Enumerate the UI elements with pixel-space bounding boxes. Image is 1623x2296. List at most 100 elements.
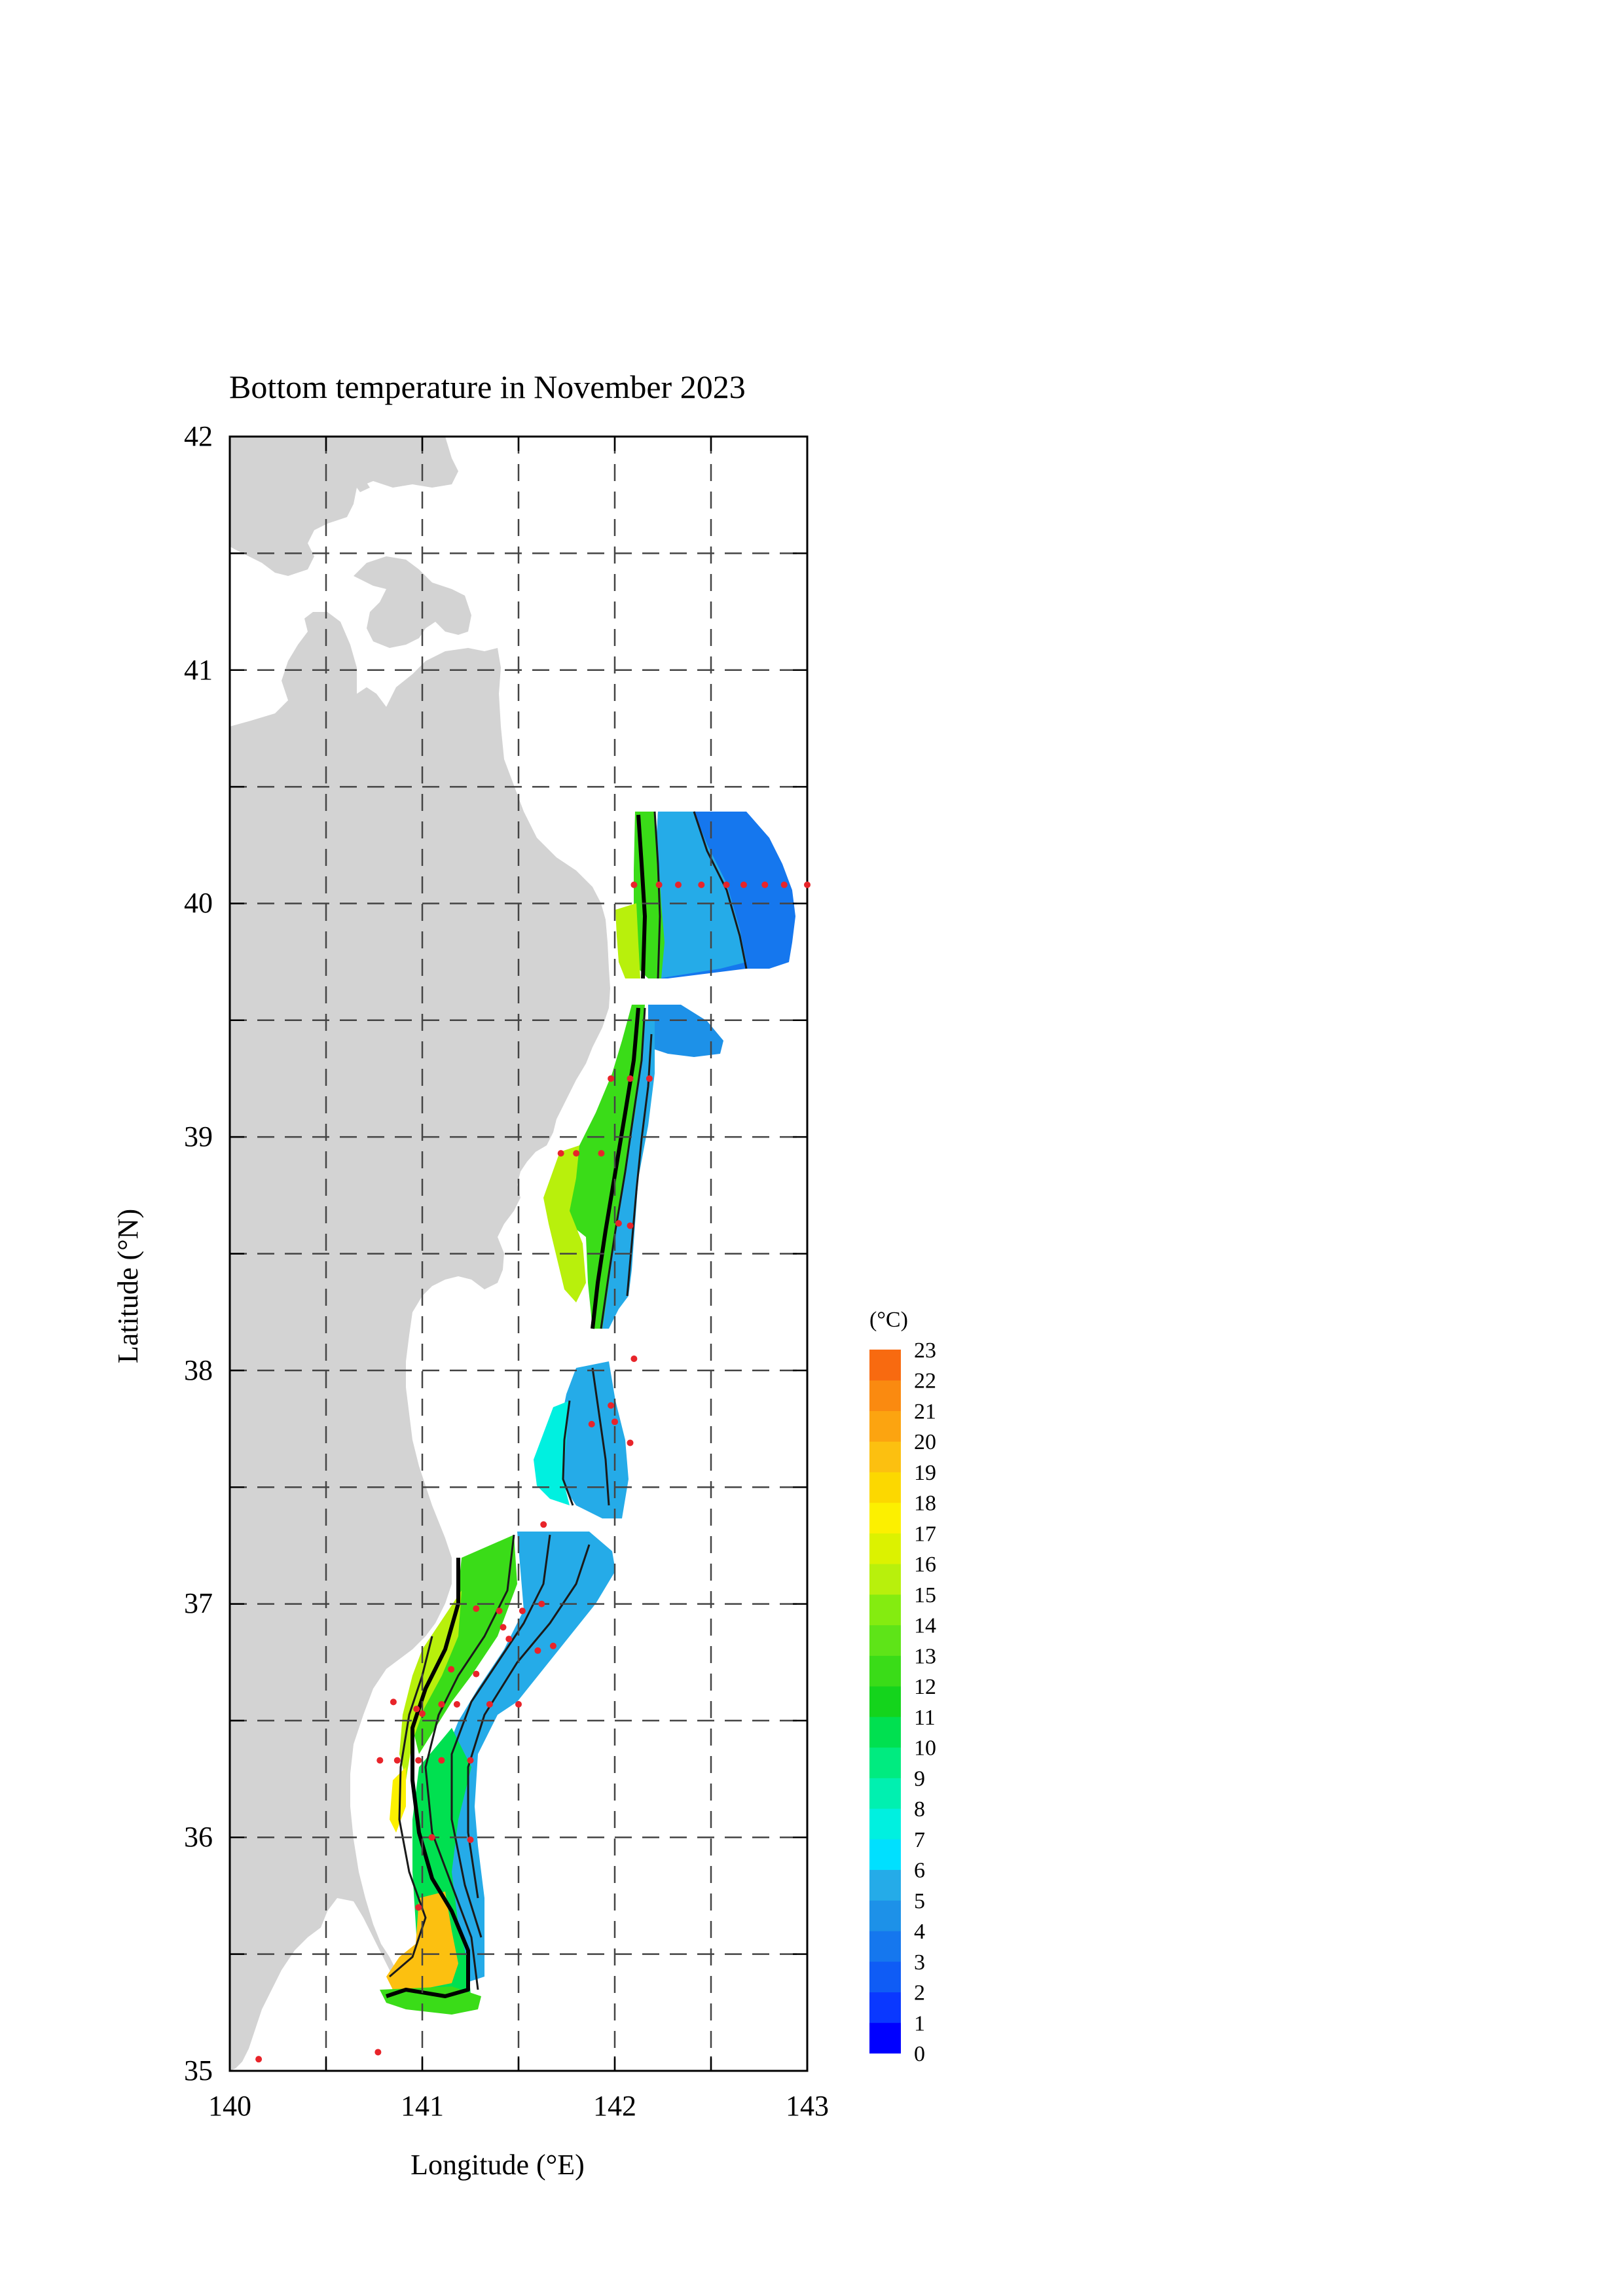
station-point bbox=[505, 1636, 513, 1643]
temp-region-sendai-cyan bbox=[534, 1401, 570, 1505]
colorbar-swatch bbox=[869, 1869, 901, 1901]
colorbar-swatch bbox=[869, 1380, 901, 1411]
lat-tick-label-40: 40 bbox=[184, 887, 213, 919]
station-point bbox=[698, 881, 705, 888]
station-point bbox=[615, 1220, 622, 1227]
temp-region-south-green bbox=[412, 1535, 517, 1754]
lon-tick-label-140: 140 bbox=[208, 2090, 251, 2122]
station-point bbox=[557, 1150, 564, 1157]
station-point bbox=[761, 881, 769, 888]
colorbar-swatch bbox=[869, 1747, 901, 1778]
contour-north-bold bbox=[636, 814, 647, 979]
colorbar-unit-label: (°C) bbox=[869, 1308, 908, 1332]
station-point bbox=[419, 1710, 426, 1717]
station-point bbox=[486, 1700, 493, 1708]
colorbar-swatch bbox=[869, 1410, 901, 1442]
station-point bbox=[415, 1757, 422, 1764]
station-point bbox=[608, 1402, 615, 1409]
temp-region-south-yellow-green bbox=[399, 1590, 462, 1780]
station-point bbox=[413, 1706, 420, 1713]
colorbar-tick-label: 17 bbox=[914, 1522, 936, 1546]
colorbar-tick-label: 11 bbox=[914, 1706, 936, 1730]
station-point bbox=[588, 1420, 595, 1427]
station-point bbox=[438, 1757, 445, 1764]
colorbar-tick-label: 4 bbox=[914, 1920, 925, 1944]
grid-lines bbox=[230, 437, 807, 2071]
station-point bbox=[723, 881, 730, 888]
axis-ticks bbox=[228, 435, 809, 2072]
station-point bbox=[534, 1647, 541, 1654]
temp-region-south-yellow bbox=[390, 1767, 406, 1833]
chart-title: Bottom temperature in November 2023 bbox=[229, 368, 746, 405]
colorbar-swatch bbox=[869, 1350, 901, 1381]
station-point bbox=[540, 1521, 547, 1528]
lon-tick-label-143: 143 bbox=[786, 2090, 829, 2122]
colorbar-tick-label: 14 bbox=[914, 1614, 936, 1638]
station-point bbox=[496, 1607, 503, 1615]
contour-south-2 bbox=[450, 1534, 551, 1938]
station-point bbox=[473, 1670, 480, 1677]
station-point bbox=[675, 881, 682, 888]
colorbar-swatch bbox=[869, 1716, 901, 1748]
colorbar-tick-label: 1 bbox=[914, 2011, 925, 2036]
colorbar-tick-label: 12 bbox=[914, 1675, 936, 1699]
station-point bbox=[627, 1222, 634, 1229]
colorbar-swatch bbox=[869, 1594, 901, 1626]
colorbar-swatch bbox=[869, 1900, 901, 1931]
station-point bbox=[646, 1075, 653, 1082]
temp-region-sanriku-offshore bbox=[648, 1005, 723, 1057]
lat-tick-label-35: 35 bbox=[184, 2054, 213, 2087]
colorbar-tick-label: 0 bbox=[914, 2042, 925, 2066]
temp-region-sanriku-deep bbox=[602, 1021, 655, 1329]
contour-sendai-2 bbox=[591, 1367, 610, 1506]
colorbar-tick-label: 22 bbox=[914, 1369, 936, 1393]
lon-tick-label-142: 142 bbox=[593, 2090, 636, 2122]
station-point bbox=[390, 1698, 397, 1706]
colorbar-tick-label: 19 bbox=[914, 1461, 936, 1485]
contour-sanriku-1 bbox=[600, 1007, 646, 1329]
colorbar-tick-label: 15 bbox=[914, 1583, 936, 1607]
station-point bbox=[627, 1075, 634, 1082]
bay-island bbox=[354, 478, 370, 492]
contour-south-bold bbox=[386, 1558, 470, 1998]
station-point bbox=[611, 1418, 618, 1426]
station-point bbox=[519, 1607, 526, 1615]
contour-sanriku-bold bbox=[591, 1007, 640, 1329]
temp-region-sendai-deep bbox=[556, 1361, 629, 1518]
station-points bbox=[255, 881, 811, 2063]
colorbar-tick-label: 20 bbox=[914, 1430, 936, 1454]
map-layer bbox=[230, 437, 795, 2071]
temp-region-sanriku-green bbox=[563, 1005, 645, 1329]
station-point bbox=[538, 1600, 545, 1607]
lat-tick-label-42: 42 bbox=[184, 420, 213, 452]
station-point bbox=[438, 1700, 445, 1708]
colorbar-tick-label: 10 bbox=[914, 1736, 936, 1761]
colorbar-tick-label: 18 bbox=[914, 1492, 936, 1516]
lat-tick-label-41: 41 bbox=[184, 654, 213, 686]
station-point bbox=[467, 1836, 474, 1843]
lat-tick-label-37: 37 bbox=[184, 1587, 213, 1619]
contour-south-1 bbox=[424, 1534, 515, 1990]
station-point bbox=[627, 1439, 634, 1446]
station-point bbox=[549, 1642, 556, 1649]
y-axis-label: Latitude (°N) bbox=[112, 1209, 144, 1363]
colorbar-swatch bbox=[869, 1533, 901, 1564]
contour-north-2 bbox=[653, 811, 661, 979]
colorbar-tick-label: 23 bbox=[914, 1338, 936, 1363]
station-point bbox=[376, 1757, 384, 1764]
colorbar-tick-label: 16 bbox=[914, 1552, 936, 1577]
colorbar-swatch bbox=[869, 1624, 901, 1656]
colorbar-tick-label: 7 bbox=[914, 1828, 925, 1852]
contour-south-3 bbox=[467, 1544, 591, 1899]
lon-tick-label-141: 141 bbox=[401, 2090, 444, 2122]
contour-sendai-1 bbox=[562, 1400, 574, 1506]
station-point bbox=[573, 1150, 580, 1157]
lat-tick-label-38: 38 bbox=[184, 1354, 213, 1386]
station-point bbox=[598, 1150, 605, 1157]
colorbar-swatch bbox=[869, 1471, 901, 1503]
colorbar-tick-label: 9 bbox=[914, 1767, 925, 1791]
station-point bbox=[655, 881, 663, 888]
colorbar-tick-label: 8 bbox=[914, 1797, 925, 1821]
